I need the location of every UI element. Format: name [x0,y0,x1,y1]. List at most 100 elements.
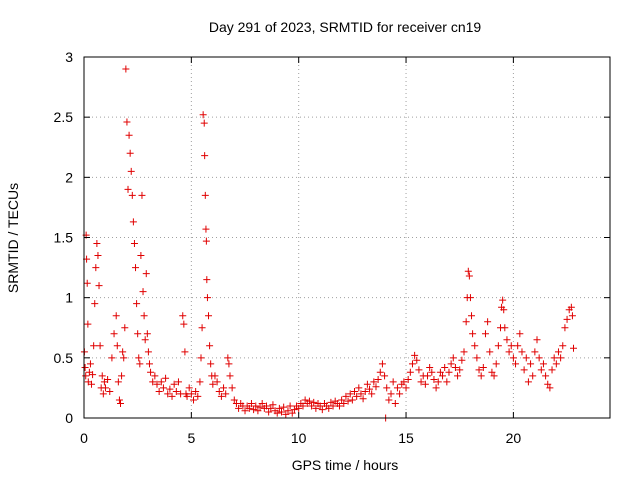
data-point [120,354,128,362]
data-point [524,378,532,386]
data-point [563,315,571,323]
data-point [201,152,209,160]
data-point [417,378,425,386]
data-point [488,368,496,376]
data-point [144,348,152,356]
data-point [370,378,378,386]
data-point [340,400,348,408]
data-point [201,191,209,199]
data-point [224,354,232,362]
data-point [206,342,214,350]
data-point [436,368,444,376]
data-point [228,384,236,392]
data-point [181,348,189,356]
data-point [101,384,109,392]
data-point [280,403,288,411]
data-point [537,366,545,374]
data-point [162,374,170,382]
data-point [499,296,507,304]
data-point [130,240,138,248]
data-point [250,406,258,414]
y-tick-label: 0 [65,410,73,426]
data-point [552,360,560,368]
data-point [90,342,98,350]
data-point [494,342,502,350]
y-tick-label: 1 [65,290,73,306]
data-point [509,354,517,362]
data-point [366,385,374,393]
data-point [273,409,281,417]
data-point [202,237,210,245]
data-point [411,351,419,359]
data-point [557,354,565,362]
data-point [282,410,290,418]
data-point [157,378,165,386]
data-point [213,378,221,386]
data-point [338,396,346,404]
data-point [372,383,380,391]
data-point [172,388,180,396]
data-point [357,390,365,398]
data-point [539,360,547,368]
data-point [500,306,508,314]
data-point [267,404,275,412]
data-point [93,240,101,248]
data-point [312,404,320,412]
data-point [567,303,575,311]
data-point [378,360,386,368]
data-point [116,400,124,408]
x-tick-label: 10 [291,430,307,446]
data-point [518,348,526,356]
y-tick-label: 2.5 [54,109,74,125]
data-point [353,392,361,400]
data-point [466,294,474,302]
data-point [225,360,233,368]
data-point [245,404,253,412]
x-tick-label: 5 [187,430,195,446]
data-point [209,380,217,388]
data-point [381,372,389,380]
data-point [215,388,223,396]
data-point [241,407,249,415]
data-point [503,336,511,344]
data-point [389,378,397,386]
data-point [305,397,313,405]
data-point [468,312,476,320]
data-point [486,348,494,356]
data-point [114,378,122,386]
data-point [125,131,133,139]
data-point [299,402,307,410]
data-point [143,330,151,338]
data-point [325,404,333,412]
data-point [95,282,103,290]
data-point [164,390,172,398]
data-point [118,372,126,380]
data-point [205,312,213,320]
data-point [295,404,303,412]
data-point [187,390,195,398]
data-point [460,348,468,356]
data-point [124,185,132,193]
data-point [88,380,96,388]
data-point [135,354,143,362]
data-point [159,384,167,392]
data-point [113,342,121,350]
data-point [462,318,470,326]
data-point [189,396,197,404]
data-point [443,378,451,386]
data-point [527,360,535,368]
data-point [192,388,200,396]
data-point [290,406,298,414]
data-point [126,149,134,157]
data-point [520,366,528,374]
data-point [445,368,453,376]
data-point [531,348,539,356]
data-point [132,264,140,272]
y-tick-label: 0.5 [54,350,74,366]
data-point [477,372,485,380]
data-point [361,388,369,396]
data-point [127,167,135,175]
data-point [119,348,127,356]
data-point [94,252,102,260]
